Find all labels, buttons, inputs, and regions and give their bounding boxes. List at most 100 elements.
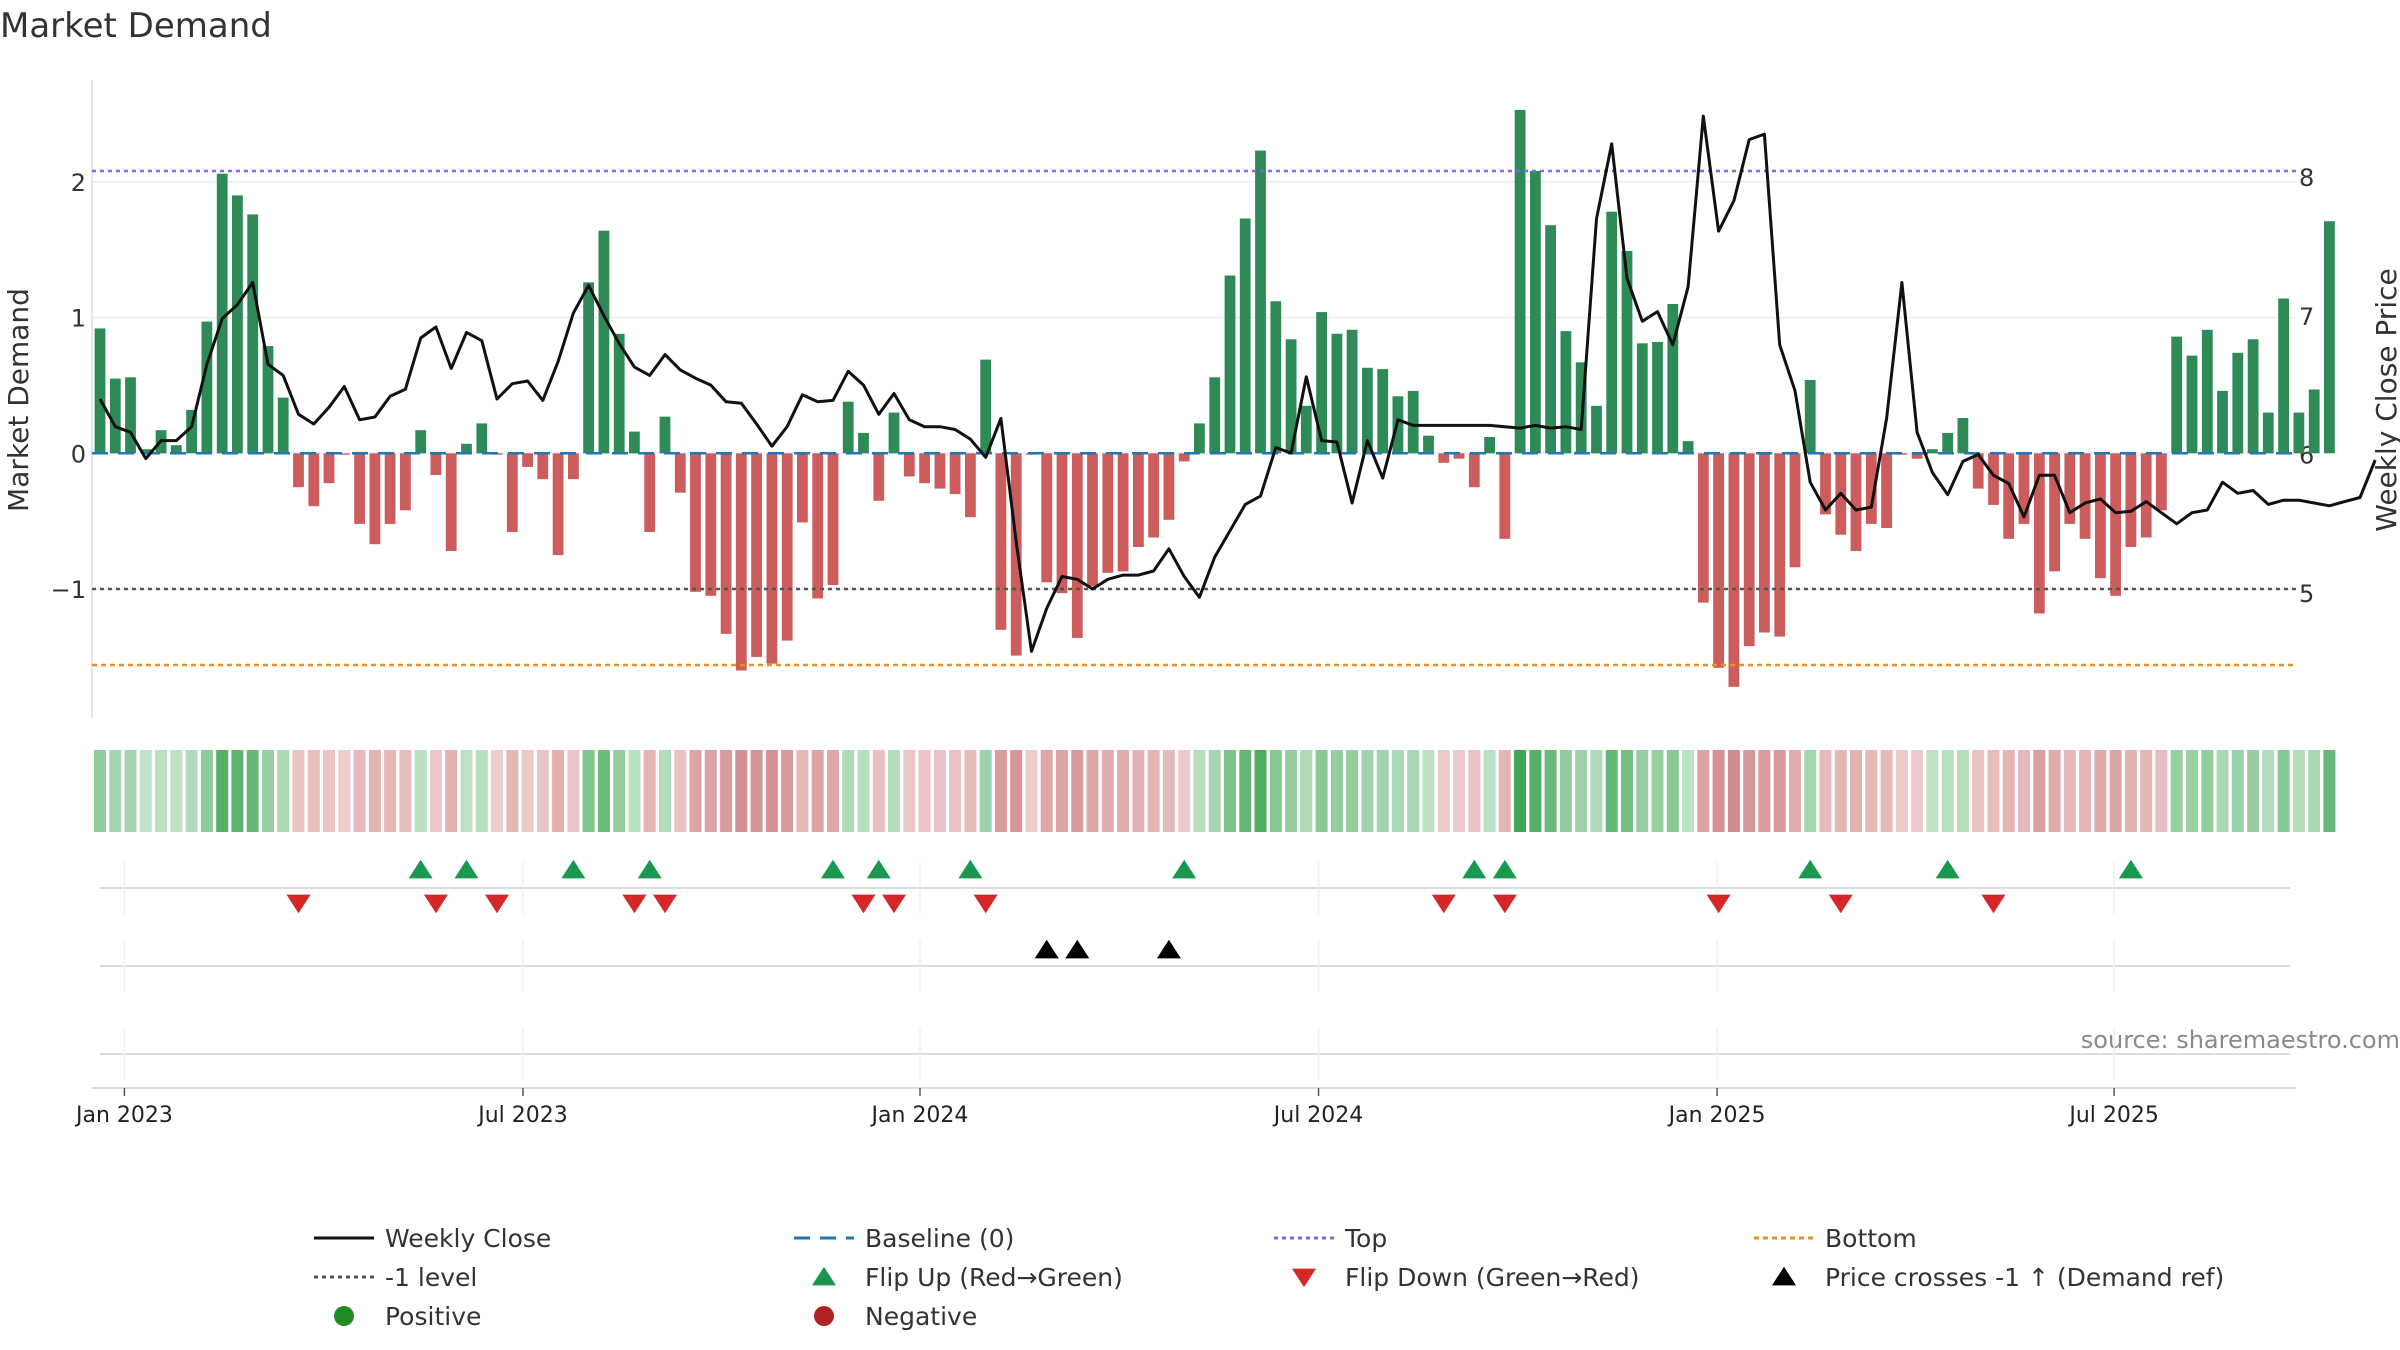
heat-cell <box>2094 750 2107 832</box>
heat-cell <box>750 750 763 832</box>
heat-cell <box>1132 750 1145 832</box>
heat-cell <box>2140 750 2153 832</box>
heat-cell <box>781 750 794 832</box>
legend-label-weekly-close: Weekly Close <box>385 1224 551 1253</box>
demand-bar <box>644 453 656 532</box>
legend-label-top: Top <box>1344 1224 1387 1253</box>
heat-cell <box>1575 750 1588 832</box>
heat-cell <box>2292 750 2305 832</box>
heat-cell <box>399 750 412 832</box>
heat-cell <box>918 750 931 832</box>
heat-cell <box>94 750 106 832</box>
heat-cell <box>872 750 885 832</box>
demand-bar <box>827 453 839 585</box>
heat-cell <box>491 750 503 832</box>
heat-cell <box>307 750 320 832</box>
heat-cell <box>1529 750 1542 832</box>
demand-bar <box>1972 453 1984 489</box>
demand-bar <box>1850 453 1862 551</box>
demand-bar <box>735 453 747 671</box>
heat-cell <box>2155 750 2168 832</box>
weekly-close-line <box>98 114 2377 653</box>
demand-bar <box>94 328 106 454</box>
heat-cell <box>2170 750 2183 832</box>
y-tick-right-label: 8 <box>2299 164 2314 192</box>
heat-cell <box>597 750 610 832</box>
demand-bar <box>1560 331 1572 454</box>
heat-cell <box>979 750 992 832</box>
flip-up-marker <box>958 859 983 879</box>
legend-negative-swatch <box>814 1306 834 1326</box>
legend-label-baseline: Baseline (0) <box>865 1224 1014 1253</box>
heat-cell <box>643 750 656 832</box>
heat-cell <box>689 750 702 832</box>
heat-cell <box>1025 750 1038 832</box>
heat-cell <box>1544 750 1557 832</box>
demand-bar <box>1591 405 1602 454</box>
y-axis-left-label: Market Demand <box>2 288 35 512</box>
heat-cell <box>1651 750 1664 832</box>
flip-down-marker <box>423 894 448 914</box>
heat-cell <box>292 750 305 832</box>
demand-heat-strip <box>94 750 2336 832</box>
source-label: source: sharemaestro.com <box>2081 1026 2400 1054</box>
y-tick-right-label: 7 <box>2299 303 2314 331</box>
demand-bar <box>1606 211 1618 454</box>
flip-up-marker <box>454 859 479 879</box>
heat-cell <box>582 750 595 832</box>
heat-cell <box>368 750 381 832</box>
demand-bar <box>262 346 274 454</box>
heat-cell <box>262 750 274 832</box>
heat-cell <box>155 750 168 832</box>
demand-bar <box>583 282 594 454</box>
heat-cell <box>1422 750 1435 832</box>
demand-bar <box>1743 453 1755 647</box>
heat-cell <box>1330 750 1343 832</box>
heat-cell <box>1972 750 1985 832</box>
legend-label-positive: Positive <box>385 1302 481 1331</box>
heat-cell <box>888 750 900 832</box>
demand-bar <box>888 412 900 454</box>
heat-cell <box>1605 750 1618 832</box>
demand-bar <box>1514 109 1526 454</box>
demand-bar <box>2140 453 2152 538</box>
heat-cell <box>933 750 946 832</box>
demand-bar <box>1148 453 1159 538</box>
demand-bar <box>1346 329 1358 454</box>
heat-cell <box>1498 750 1511 832</box>
heat-cell <box>1239 750 1252 832</box>
heat-cell <box>460 750 473 832</box>
demand-bar <box>1484 437 1495 454</box>
demand-bar <box>1087 453 1098 587</box>
demand-bar <box>903 453 915 477</box>
legend-label-negative: Negative <box>865 1302 977 1331</box>
heat-cell <box>1269 750 1282 832</box>
demand-bar <box>1636 343 1648 454</box>
heat-cell <box>2109 750 2122 832</box>
demand-bar <box>445 453 457 551</box>
heat-cell <box>414 750 427 832</box>
demand-bar <box>1774 453 1786 637</box>
demand-bar <box>659 416 671 454</box>
heat-cell <box>1315 750 1328 832</box>
heat-cell <box>1773 750 1786 832</box>
legend-label-bottom: Bottom <box>1825 1224 1917 1253</box>
heat-cell <box>1819 750 1832 832</box>
heat-cell <box>1010 750 1023 832</box>
demand-bar <box>1545 225 1556 454</box>
heat-cell <box>1101 750 1114 832</box>
heat-cell <box>506 750 519 832</box>
demand-bar <box>293 453 304 488</box>
demand-bar <box>1255 150 1266 454</box>
demand-bar <box>2171 336 2183 454</box>
heat-cell <box>2186 750 2198 832</box>
demand-bar <box>1071 453 1083 638</box>
demand-bar <box>751 453 762 657</box>
heat-cell <box>384 750 397 832</box>
flip-up-marker <box>820 859 845 879</box>
demand-bar <box>1407 390 1419 454</box>
heat-cell <box>1880 750 1893 832</box>
flip-down-marker <box>485 894 510 914</box>
heat-cell <box>139 750 152 832</box>
demand-bar <box>1285 339 1297 454</box>
